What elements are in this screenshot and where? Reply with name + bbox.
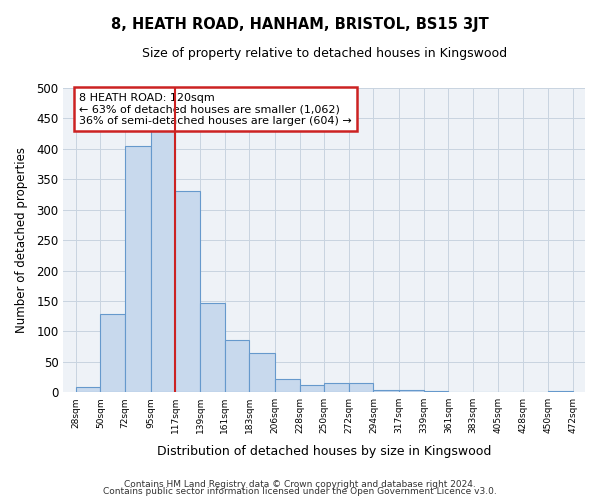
- Bar: [125, 146, 151, 392]
- Title: Size of property relative to detached houses in Kingswood: Size of property relative to detached ho…: [142, 48, 507, 60]
- Bar: [100, 314, 125, 392]
- Bar: [275, 379, 299, 392]
- Bar: [151, 106, 175, 392]
- Bar: [399, 390, 424, 392]
- Text: 8, HEATH ROAD, HANHAM, BRISTOL, BS15 3JT: 8, HEATH ROAD, HANHAM, BRISTOL, BS15 3JT: [111, 18, 489, 32]
- Bar: [224, 340, 249, 392]
- Bar: [548, 391, 572, 392]
- Y-axis label: Number of detached properties: Number of detached properties: [15, 147, 28, 333]
- Bar: [324, 383, 349, 392]
- Text: Contains HM Land Registry data © Crown copyright and database right 2024.: Contains HM Land Registry data © Crown c…: [124, 480, 476, 489]
- Bar: [299, 385, 324, 392]
- Text: Contains public sector information licensed under the Open Government Licence v3: Contains public sector information licen…: [103, 488, 497, 496]
- Bar: [76, 388, 100, 392]
- Bar: [249, 352, 275, 392]
- Text: 8 HEATH ROAD: 120sqm
← 63% of detached houses are smaller (1,062)
36% of semi-de: 8 HEATH ROAD: 120sqm ← 63% of detached h…: [79, 92, 352, 126]
- Bar: [349, 383, 373, 392]
- Bar: [175, 192, 200, 392]
- Bar: [200, 302, 224, 392]
- Bar: [424, 391, 448, 392]
- Bar: [373, 390, 399, 392]
- X-axis label: Distribution of detached houses by size in Kingswood: Distribution of detached houses by size …: [157, 444, 491, 458]
